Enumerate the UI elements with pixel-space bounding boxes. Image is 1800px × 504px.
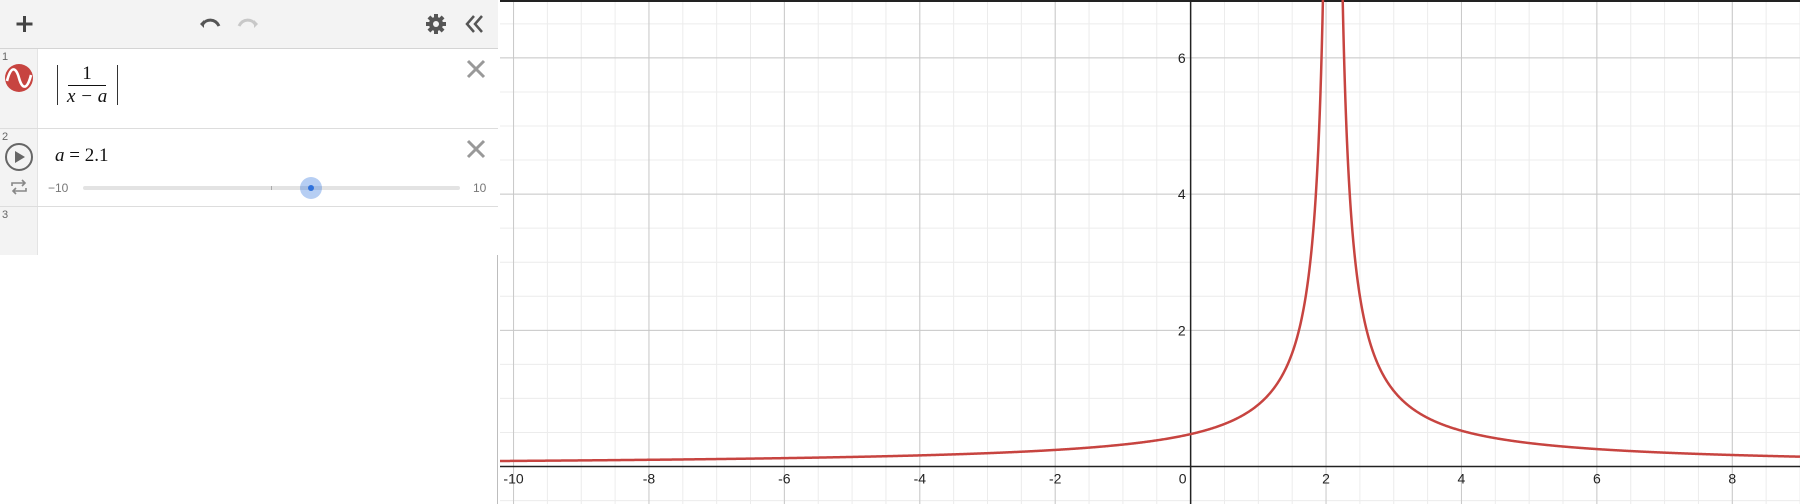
settings-button[interactable]	[422, 10, 450, 38]
abs-bar-left	[57, 65, 58, 105]
delete-expression-button[interactable]	[464, 57, 488, 81]
loop-icon[interactable]	[9, 179, 29, 195]
x-tick-label: 6	[1593, 471, 1601, 487]
fraction-numerator: 1	[82, 63, 92, 84]
expression-row-2[interactable]: 2 a = 2.1	[0, 129, 498, 207]
x-tick-label: 0	[1179, 471, 1187, 487]
function-curve-right	[1341, 0, 1800, 458]
fraction-bar	[68, 85, 106, 86]
expression-tab: 2	[0, 129, 38, 206]
slider-value: 2.1	[84, 145, 109, 166]
expression-panel: 1 1 x − a 2	[0, 0, 498, 504]
add-expression-button[interactable]	[10, 10, 38, 38]
abs-bar-right	[117, 65, 118, 105]
y-tick-label: 6	[1178, 50, 1186, 66]
x-tick-label: -6	[778, 471, 791, 487]
graph-canvas[interactable]: -10 -8 -6 -4 -2 0 2 4 6 8 2 4 6	[500, 0, 1800, 504]
gear-icon	[426, 14, 446, 34]
plus-icon	[16, 16, 33, 32]
fraction: 1 x − a	[67, 63, 107, 108]
close-icon	[466, 59, 486, 79]
expression-index: 1	[2, 51, 9, 63]
expression-tab: 1	[0, 49, 38, 128]
x-tick-label: 4	[1458, 471, 1466, 487]
expression-index: 3	[2, 209, 9, 221]
slider-expression[interactable]: a = 2.1	[55, 145, 108, 167]
slider-min-label: −10	[48, 181, 69, 195]
x-tick-label: -2	[1049, 471, 1062, 487]
collapse-panel-button[interactable]	[460, 10, 488, 38]
delete-expression-button[interactable]	[464, 137, 488, 161]
close-icon	[466, 139, 486, 159]
expression-formula[interactable]: 1 x − a	[57, 63, 127, 107]
x-tick-label: -8	[643, 471, 656, 487]
y-tick-label: 4	[1178, 186, 1186, 202]
expression-tab: 3	[0, 207, 38, 255]
slider-handle-dot	[308, 185, 315, 191]
slider-handle[interactable]	[300, 177, 323, 199]
graph-color-icon[interactable]	[4, 63, 34, 93]
play-icon[interactable]	[4, 142, 34, 172]
expression-toolbar	[0, 0, 498, 49]
x-tick-label: 8	[1728, 471, 1736, 487]
slider-center-tick	[271, 186, 272, 190]
slider-max-label: 10	[473, 181, 487, 195]
fraction-denominator: x − a	[67, 86, 108, 107]
slider-variable: a	[55, 145, 65, 166]
x-tick-label: 2	[1322, 471, 1330, 487]
function-curve-left	[500, 0, 1325, 463]
undo-button[interactable]	[196, 10, 224, 38]
equals-sign: =	[69, 145, 80, 166]
x-tick-label: -4	[914, 471, 927, 487]
redo-button[interactable]	[234, 10, 262, 38]
redo-icon	[237, 18, 258, 28]
undo-icon	[200, 18, 221, 28]
expression-row-1[interactable]: 1 1 x − a	[0, 49, 498, 129]
expression-row-3[interactable]: 3	[0, 207, 498, 255]
collapse-icon	[465, 15, 483, 33]
x-tick-label: -10	[503, 471, 523, 487]
expression-index: 2	[2, 131, 9, 143]
y-tick-label: 2	[1178, 322, 1186, 338]
graph-svg[interactable]: -10 -8 -6 -4 -2 0 2 4 6 8 2 4 6	[500, 0, 1800, 504]
